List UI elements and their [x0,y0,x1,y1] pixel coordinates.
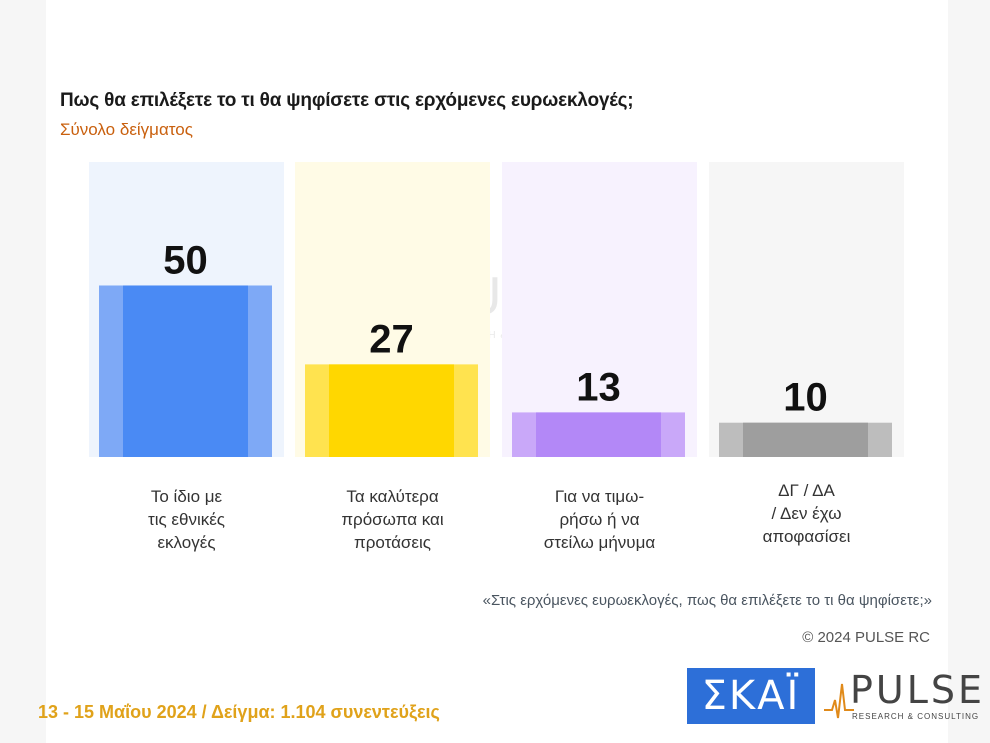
category-label-line: Τα καλύτερα [346,487,439,506]
category-label: Τα καλύτερα πρόσωπα και προτάσεις [298,485,488,554]
bar [536,412,661,457]
category-label-line: / Δεν έχω [771,504,842,523]
category-label-line: τις εθνικές [148,510,225,529]
bar-background [502,162,697,457]
category-label-line: εκλογές [157,533,216,552]
data-label: 27 [369,317,414,361]
bar [123,285,248,457]
pulse-logo-tag: RESEARCH & CONSULTING [852,712,980,721]
category-label-line: ΔΓ / ΔΑ [778,481,835,500]
bar [329,364,454,457]
category-label: Το ίδιο με τις εθνικές εκλογές [92,485,282,554]
pulse-logo-word: PULSE [850,668,986,712]
category-label-line: πρόσωπα και [341,510,444,529]
pulse-wave-icon [824,683,854,719]
category-label-line: προτάσεις [354,533,431,552]
data-label: 10 [783,376,828,420]
question-note: «Στις ερχόμενες ευρωεκλογές, πως θα επιλ… [482,592,932,609]
bar-chart: 50 27 13 10 [89,162,904,457]
chart-title: Πως θα επιλέξετε το τι θα ψηφίσετε στις … [60,90,634,111]
category-label: ΔΓ / ΔΑ / Δεν έχω αποφασίσει [712,479,902,548]
pulse-logo: PULSE RESEARCH & CONSULTING [824,668,982,728]
data-label: 50 [163,238,208,282]
bar [743,422,868,457]
chart-subtitle: Σύνολο δείγματος [60,120,193,139]
category-label-line: Για να τιμω- [554,487,645,506]
data-label: 13 [576,365,621,409]
skai-logo: ΣΚΑΪ [687,668,815,724]
category-label-line: Το ίδιο με [150,487,223,506]
category-label-line: αποφασίσει [762,527,851,546]
bar-background [709,162,904,457]
category-label-line: ρήσω ή να [559,510,640,529]
category-label: Για να τιμω-ρήσω ή να στείλω μήνυμα [505,485,695,554]
survey-footer: 13 - 15 Μαΐου 2024 / Δείγμα: 1.104 συνεν… [38,702,440,722]
category-label-line: στείλω μήνυμα [543,533,656,552]
copyright-text: © 2024 PULSE RC [802,629,930,646]
